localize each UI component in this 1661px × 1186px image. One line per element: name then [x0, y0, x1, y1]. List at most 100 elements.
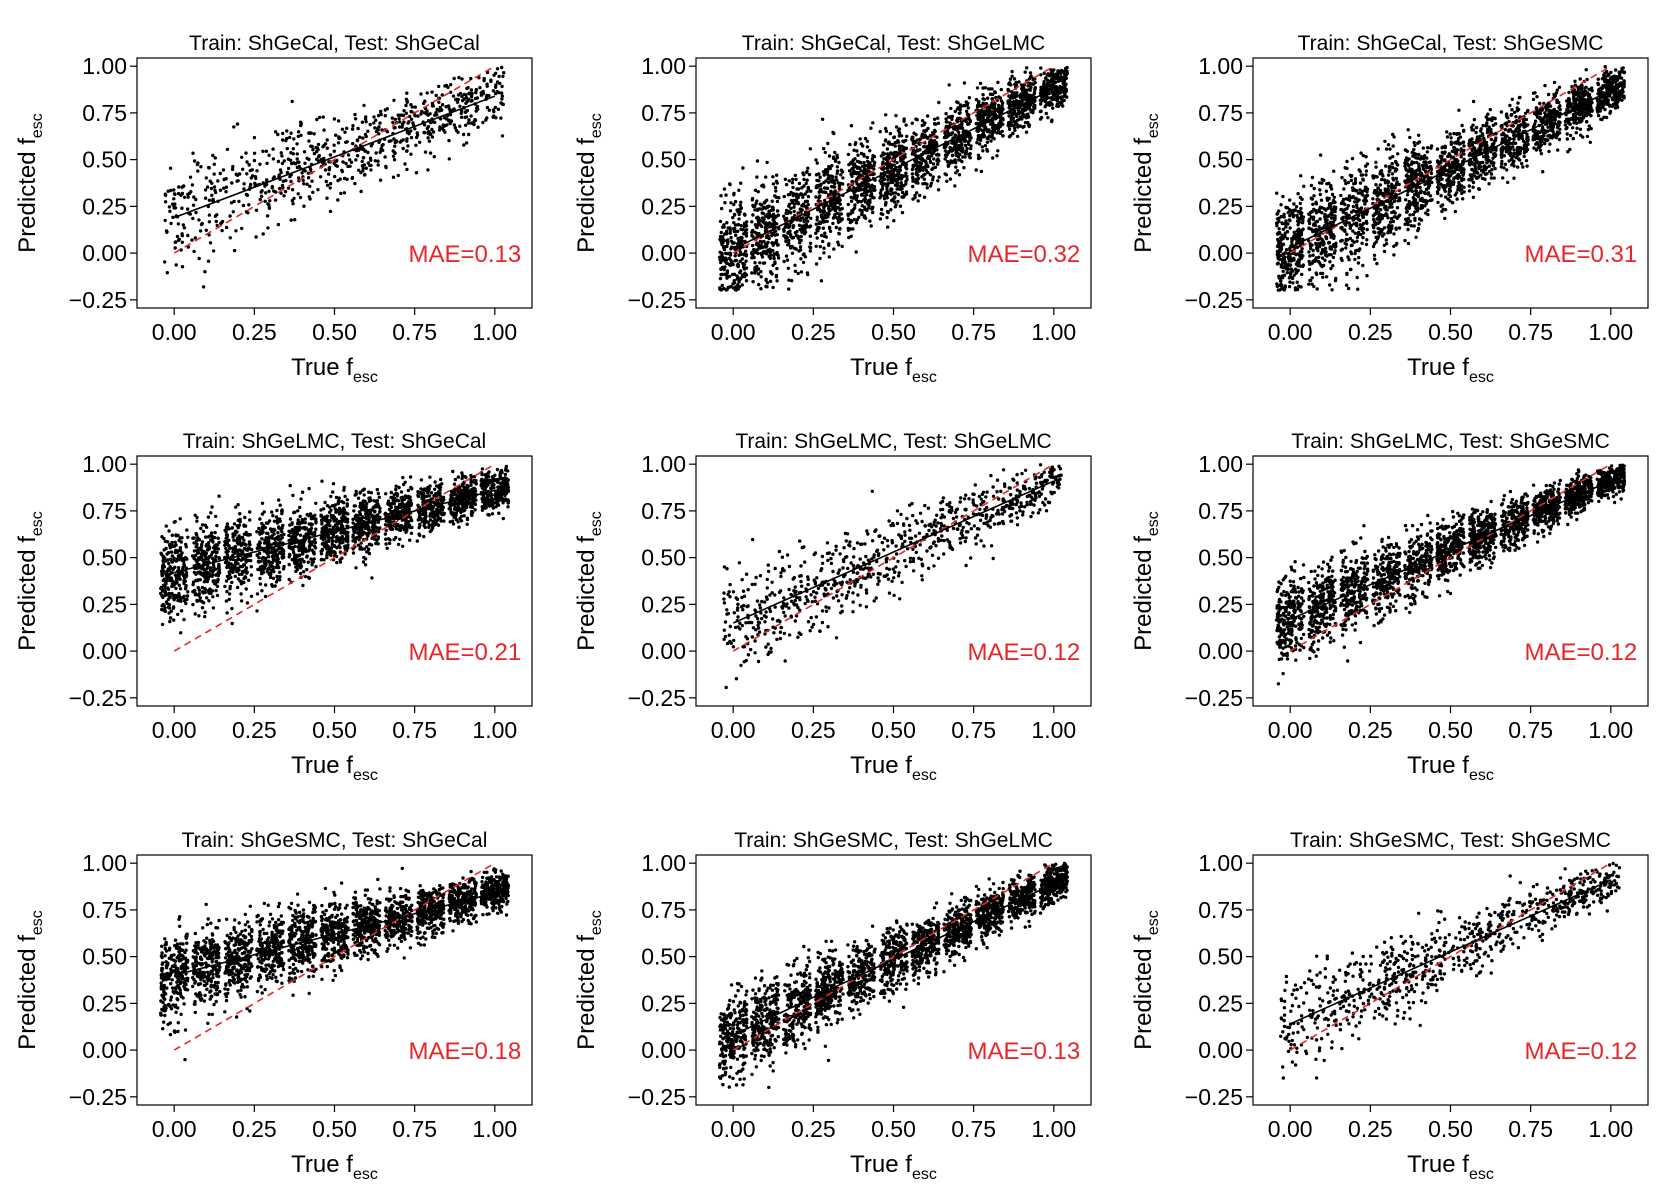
- chart-2-point: [964, 119, 968, 124]
- chart-2-point: [900, 144, 904, 148]
- chart-2-point: [728, 226, 732, 230]
- chart-2-point: [949, 132, 953, 137]
- chart-2-point: [962, 166, 966, 170]
- chart-2-point: [738, 259, 742, 263]
- chart-2-point: [881, 161, 885, 166]
- chart-1-point: [303, 161, 307, 165]
- chart-1-point: [325, 146, 329, 150]
- chart-2-point: [966, 106, 970, 110]
- chart-2-point: [885, 160, 890, 164]
- chart-2-point: [774, 195, 778, 199]
- chart-2-point: [752, 255, 756, 260]
- chart-2-point: [1028, 81, 1032, 86]
- chart-3-point: [1452, 180, 1456, 184]
- chart-2-point: [834, 207, 838, 211]
- chart-1-point: [207, 165, 211, 170]
- chart-2-point: [1045, 73, 1050, 77]
- chart-2-point: [755, 199, 759, 203]
- chart-3-point: [1568, 133, 1573, 138]
- chart-1-point: [297, 164, 301, 169]
- chart-2-point: [841, 182, 845, 186]
- chart-2-point: [859, 151, 864, 156]
- chart-1-point: [443, 130, 447, 134]
- chart-2-point: [803, 192, 807, 196]
- chart-1-point: [232, 248, 237, 253]
- chart-2-point: [969, 146, 973, 151]
- chart-3-point: [1350, 156, 1355, 161]
- chart-2-point: [985, 128, 989, 132]
- chart-2-point: [1021, 97, 1025, 101]
- chart-2-point: [723, 245, 727, 249]
- chart-3-point: [1411, 154, 1415, 158]
- chart-2-point: [807, 172, 812, 177]
- chart-1-point: [414, 143, 418, 147]
- chart-2-point: [931, 166, 935, 170]
- chart-2-point: [922, 195, 927, 199]
- chart-1-point: [173, 240, 177, 244]
- chart-1-point: [277, 173, 281, 177]
- chart-3-point: [1578, 127, 1583, 131]
- chart-1-point: [462, 143, 466, 147]
- chart-1-point: [192, 249, 196, 254]
- chart-2-point: [1011, 131, 1015, 136]
- chart-2-point: [925, 144, 929, 149]
- chart-2-point: [856, 175, 860, 180]
- chart-2-point: [1012, 123, 1016, 128]
- chart-2-point: [860, 192, 864, 197]
- chart-2-point: [925, 186, 929, 190]
- chart-2-point: [1056, 87, 1061, 92]
- chart-1-point: [176, 191, 181, 196]
- chart-2-point: [816, 229, 820, 233]
- chart-2-point: [849, 212, 853, 216]
- chart-2-point: [998, 124, 1003, 128]
- chart-1-point: [375, 127, 380, 131]
- chart-1-point: [247, 203, 251, 207]
- chart-1-point: [209, 186, 214, 191]
- chart-3-point: [1579, 133, 1583, 137]
- chart-2-point: [1010, 117, 1014, 122]
- chart-3-point: [1312, 194, 1316, 198]
- chart-3-point: [1416, 226, 1421, 231]
- chart-3-point: [1444, 195, 1448, 199]
- chart-2-point: [883, 126, 888, 131]
- chart-1-point: [413, 127, 417, 131]
- chart-2-point: [769, 253, 773, 257]
- chart-2-point: [830, 164, 834, 168]
- chart-2-point: [1033, 87, 1037, 91]
- chart-1-point: [165, 230, 169, 234]
- chart-2-point: [822, 251, 826, 255]
- chart-3-point: [1391, 219, 1396, 224]
- chart-3-point: [1361, 231, 1366, 235]
- chart-2-point: [892, 219, 896, 223]
- chart-2-point: [849, 234, 853, 238]
- chart-1-point: [216, 179, 220, 183]
- chart-2-point: [985, 149, 990, 153]
- chart-1-point: [501, 102, 505, 107]
- chart-1-point: [494, 116, 498, 120]
- chart-2-point: [794, 177, 798, 182]
- chart-2-point: [818, 194, 822, 198]
- chart-1-point: [163, 260, 167, 264]
- chart-2-point: [790, 279, 794, 283]
- chart-1-point: [359, 189, 363, 194]
- chart-1-title: Train: ShGeCal, Test: ShGeCal: [189, 32, 480, 55]
- chart-2-point: [750, 252, 754, 256]
- chart-2-point: [882, 177, 887, 181]
- chart-2-point: [756, 272, 761, 276]
- chart-3-point: [1288, 226, 1292, 230]
- chart-1-point: [361, 136, 365, 140]
- chart-2-point: [956, 130, 961, 134]
- chart-1-point: [392, 98, 396, 103]
- chart-2-point: [764, 249, 768, 253]
- chart-3-point: [1299, 174, 1303, 178]
- chart-2-point: [1013, 92, 1017, 96]
- chart-3-point: [1510, 108, 1514, 112]
- chart-2-point: [787, 278, 791, 282]
- chart-2-y-axis-label: Predicted fesc: [573, 113, 605, 253]
- chart-2-point: [831, 178, 835, 182]
- chart-1-point: [252, 158, 257, 163]
- chart-3-point: [1371, 197, 1375, 201]
- chart-1-point: [193, 236, 197, 240]
- chart-2-point: [794, 233, 799, 238]
- chart-2-point: [824, 235, 828, 239]
